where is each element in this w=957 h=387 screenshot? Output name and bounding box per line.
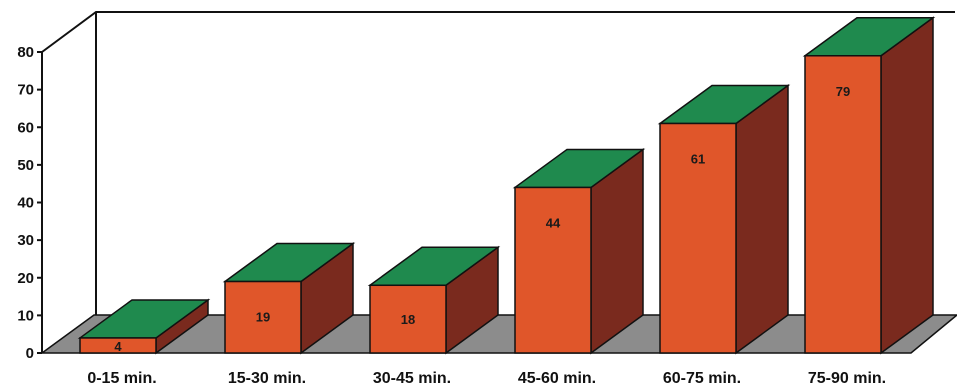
bar-front <box>369 284 447 354</box>
data-label: 19 <box>256 310 270 325</box>
x-tick-label: 60-75 min. <box>663 370 741 387</box>
chart-frame <box>41 11 955 315</box>
y-tick-label: 50 <box>17 157 34 174</box>
y-tick-label: 40 <box>17 195 34 212</box>
data-label: 61 <box>691 151 705 166</box>
bars: 4 19 18 44 61 79 <box>77 16 936 355</box>
bar: 4 <box>77 298 211 355</box>
x-tick-label: 75-90 min. <box>808 370 886 387</box>
y-axis: 0 10 20 30 40 50 60 70 80 <box>17 44 43 362</box>
y-tick-label: 80 <box>17 44 34 61</box>
bar-front <box>659 122 737 354</box>
data-label: 4 <box>114 339 122 354</box>
bar-front <box>224 280 302 354</box>
bar: 18 <box>367 245 501 355</box>
bar-front <box>804 55 882 354</box>
y-tick-label: 20 <box>17 270 34 287</box>
x-tick-label: 15-30 min. <box>228 370 306 387</box>
data-label: 18 <box>401 312 415 327</box>
bar-side <box>735 84 789 355</box>
bar: 61 <box>657 84 791 355</box>
x-tick-label: 45-60 min. <box>518 370 596 387</box>
y-tick-label: 70 <box>17 82 34 99</box>
data-label: 79 <box>836 84 850 99</box>
y-tick-label: 60 <box>17 119 34 136</box>
bar: 19 <box>222 242 356 355</box>
bar-side <box>880 16 934 355</box>
bar: 44 <box>512 147 646 355</box>
y-tick-label: 10 <box>17 307 34 324</box>
bar: 79 <box>802 16 936 355</box>
x-axis-labels: 0-15 min. 15-30 min. 30-45 min. 45-60 min. 6… <box>87 370 886 387</box>
y-tick-label: 0 <box>26 345 34 362</box>
x-tick-label: 0-15 min. <box>87 370 156 387</box>
x-tick-label: 30-45 min. <box>373 370 451 387</box>
data-label: 44 <box>546 215 561 230</box>
y-tick-label: 30 <box>17 232 34 249</box>
bar-front <box>514 186 592 354</box>
bar-front <box>79 337 157 354</box>
